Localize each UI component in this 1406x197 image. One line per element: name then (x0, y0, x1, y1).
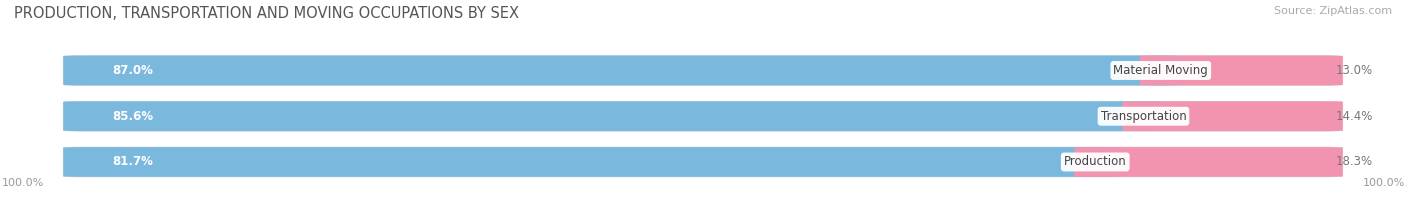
Text: 100.0%: 100.0% (1, 177, 44, 188)
Text: 87.0%: 87.0% (112, 64, 153, 77)
FancyBboxPatch shape (1140, 56, 1343, 85)
Text: 100.0%: 100.0% (1362, 177, 1405, 188)
Text: 14.4%: 14.4% (1336, 110, 1374, 123)
FancyBboxPatch shape (63, 56, 1182, 85)
Text: Transportation: Transportation (1101, 110, 1187, 123)
Text: PRODUCTION, TRANSPORTATION AND MOVING OCCUPATIONS BY SEX: PRODUCTION, TRANSPORTATION AND MOVING OC… (14, 6, 519, 21)
Text: 13.0%: 13.0% (1336, 64, 1372, 77)
FancyBboxPatch shape (63, 56, 1343, 85)
Text: Source: ZipAtlas.com: Source: ZipAtlas.com (1274, 6, 1392, 16)
FancyBboxPatch shape (63, 101, 1164, 131)
Text: Production: Production (1064, 155, 1126, 168)
FancyBboxPatch shape (1122, 101, 1343, 131)
FancyBboxPatch shape (63, 101, 1343, 131)
Text: 85.6%: 85.6% (112, 110, 153, 123)
Text: 81.7%: 81.7% (112, 155, 153, 168)
FancyBboxPatch shape (63, 147, 1343, 177)
FancyBboxPatch shape (63, 147, 1116, 177)
Text: 18.3%: 18.3% (1336, 155, 1372, 168)
Text: Material Moving: Material Moving (1114, 64, 1208, 77)
FancyBboxPatch shape (1074, 147, 1343, 177)
